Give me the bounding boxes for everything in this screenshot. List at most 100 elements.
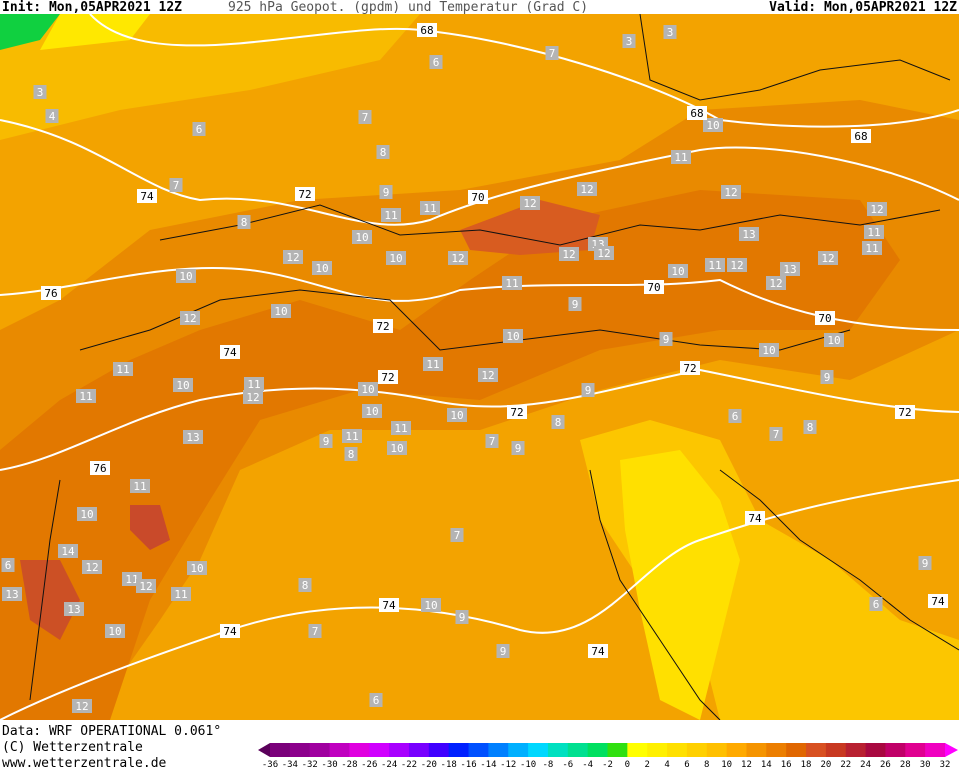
temperature-label-box (1, 558, 15, 572)
temperature-label: 12 (183, 312, 196, 325)
colorbar-label: 30 (920, 760, 931, 770)
colorbar-label: -8 (543, 760, 554, 770)
temperature-label: 7 (489, 435, 496, 448)
temperature-label: 12 (451, 252, 464, 265)
temperature-label-box (136, 579, 156, 593)
temperature-label: 6 (196, 123, 203, 136)
temperature-label-box (183, 430, 203, 444)
colorbar-swatch (845, 743, 867, 757)
contour-line (0, 368, 959, 471)
temperature-label: 12 (75, 700, 88, 713)
temperature-label: 12 (139, 580, 152, 593)
temperature-label: 9 (585, 384, 592, 397)
temperature-label: 3 (626, 35, 633, 48)
geopotential-label: 74 (223, 625, 237, 638)
temperature-label: 9 (663, 333, 670, 346)
temperature-label: 13 (783, 263, 796, 276)
temperature-label: 9 (500, 645, 507, 658)
temperature-label-box (503, 329, 523, 343)
geopotential-label-box (378, 370, 398, 384)
temperature-label: 3 (667, 26, 674, 39)
map-title: 925 hPa Geopot. (gpdm) und Temperatur (G… (228, 0, 588, 15)
colorbar-label: 20 (820, 760, 831, 770)
geopotential-label: 74 (140, 190, 154, 203)
colorbar-label: -26 (361, 760, 377, 770)
temperature-label: 10 (450, 409, 463, 422)
temperature-label: 4 (49, 110, 56, 123)
temperature-label: 10 (390, 442, 403, 455)
colorbar-label: -36 (262, 760, 278, 770)
colorbar-swatch (587, 743, 608, 757)
colorbar-swatch (309, 743, 331, 757)
temperature-label: 9 (922, 557, 929, 570)
temperature-label-box (312, 261, 332, 275)
temperature-label: 10 (274, 305, 287, 318)
colorbar-label: 6 (684, 760, 689, 770)
geopotential-label-box (815, 311, 835, 325)
colorbar-swatch (746, 743, 767, 757)
temperature-label-box (502, 276, 522, 290)
contour-line (0, 119, 959, 226)
temperature-label-box (496, 644, 510, 658)
temperature-label-box (450, 528, 464, 542)
temperature-label: 7 (173, 179, 180, 192)
temperature-label: 6 (873, 598, 880, 611)
temperature-label: 10 (706, 119, 719, 132)
temperature-label-box (319, 434, 333, 448)
temperature-label: 12 (481, 369, 494, 382)
temperature-label: 11 (125, 573, 138, 586)
colorbar-label: -10 (520, 760, 536, 770)
temperature-label: 10 (506, 330, 519, 343)
temperature-label: 11 (345, 430, 358, 443)
colorbar-label: -20 (421, 760, 437, 770)
geopotential-label-box (851, 129, 871, 143)
colorbar-swatch (289, 743, 311, 757)
temperature-label: 9 (572, 298, 579, 311)
geopotential-contours (0, 13, 959, 721)
temperature-label-box (64, 602, 84, 616)
temperature-label-box (283, 250, 303, 264)
temperature-label-box (176, 269, 196, 283)
geopotential-label: 70 (818, 312, 831, 325)
temperature-label-box (594, 246, 614, 260)
geopotential-label-box (928, 594, 948, 608)
temperature-label: 11 (133, 480, 146, 493)
temperature-label-box (344, 447, 358, 461)
colorbar-swatch (925, 743, 946, 757)
temperature-label-box (113, 362, 133, 376)
temperature-label: 12 (286, 251, 299, 264)
geopotential-label-box (417, 23, 437, 37)
geopotential-label-box (220, 345, 240, 359)
temperature-label: 12 (870, 203, 883, 216)
temperature-label-box (2, 587, 22, 601)
colorbar-swatch (329, 743, 350, 757)
temperature-label-box (803, 420, 817, 434)
temperature-label-box (358, 110, 372, 124)
colorbar-arrow (258, 743, 270, 757)
geopotential-label: 70 (471, 191, 484, 204)
colorbar-swatch (270, 743, 291, 757)
colorbar-label: 28 (900, 760, 911, 770)
geopotential-label: 74 (748, 512, 762, 525)
geopotential-label: 72 (298, 188, 311, 201)
temperature-label: 8 (348, 448, 355, 461)
website: www.wetterzentrale.de (2, 756, 167, 770)
temperature-label: 8 (302, 579, 309, 592)
temperature-label: 7 (312, 625, 319, 638)
colorbar-swatch (488, 743, 509, 757)
temperature-label: 12 (730, 259, 743, 272)
colorbar-arrow (945, 743, 958, 757)
temperature-label-box (721, 185, 741, 199)
colorbar-swatch (607, 743, 628, 757)
colorbar-label: -12 (500, 760, 516, 770)
colorbar-swatch (885, 743, 906, 757)
temperature-label: 10 (389, 252, 402, 265)
borders (29, 13, 959, 721)
border-line (639, 13, 951, 101)
colorbar-swatch (905, 743, 926, 757)
geopotential-label: 74 (931, 595, 945, 608)
temperature-label: 12 (769, 277, 782, 290)
geopotential-label: 72 (376, 320, 389, 333)
temperature-label: 11 (867, 226, 880, 239)
